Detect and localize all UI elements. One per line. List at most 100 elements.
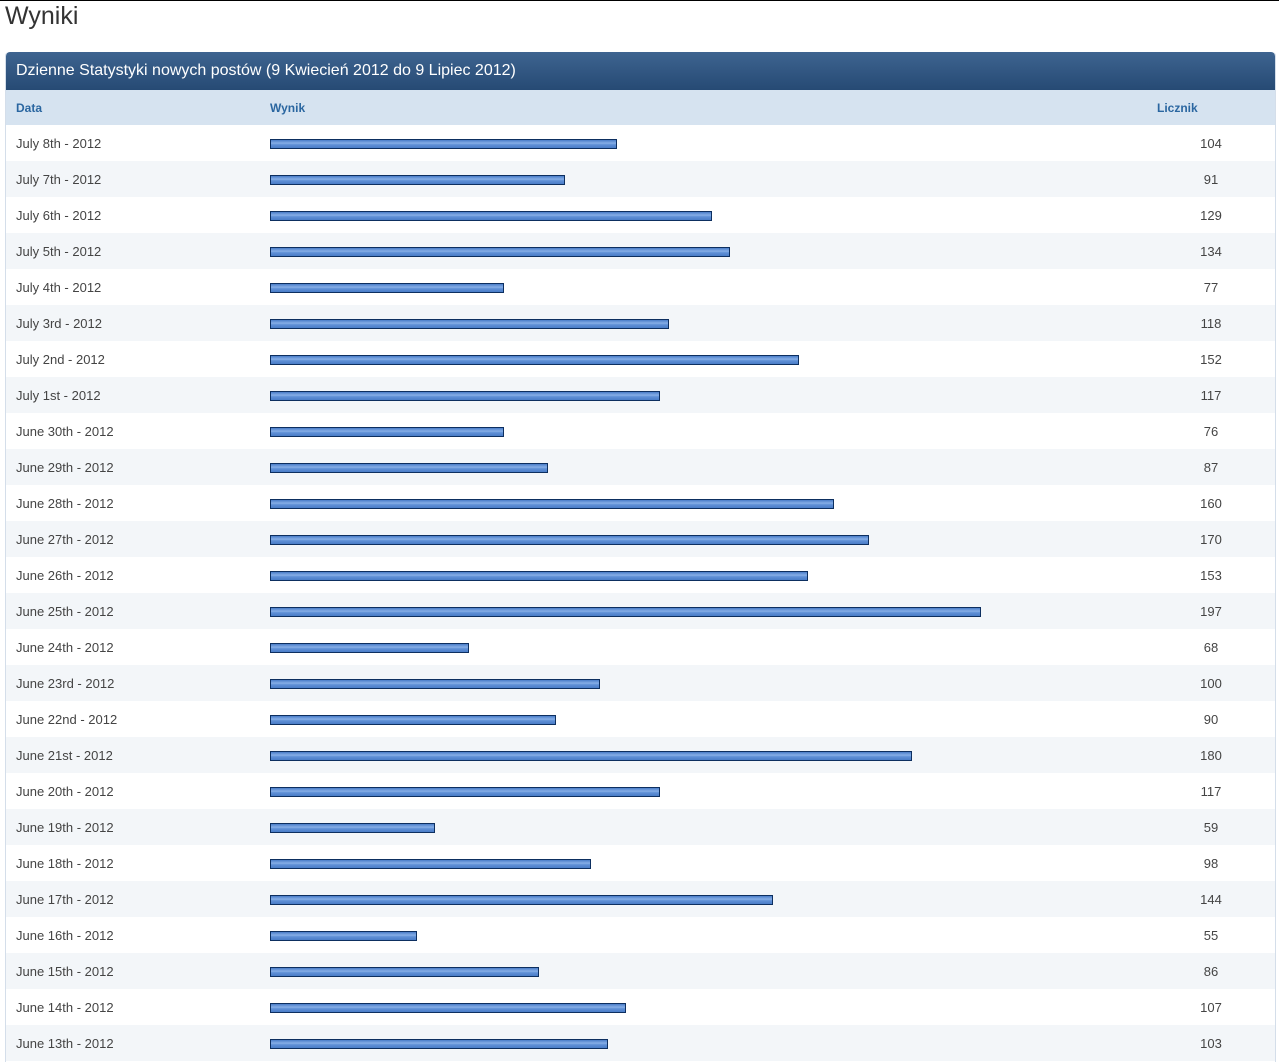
- row-date: June 16th - 2012: [16, 928, 114, 943]
- result-bar: [270, 787, 660, 797]
- result-bar: [270, 355, 799, 365]
- result-bar: [270, 283, 504, 293]
- table-row: June 30th - 2012 76: [6, 413, 1275, 449]
- row-count: 197: [1200, 604, 1222, 619]
- row-date: July 4th - 2012: [16, 280, 102, 295]
- row-count: 76: [1203, 424, 1219, 439]
- row-date: June 15th - 2012: [16, 964, 114, 979]
- column-headers: Data Wynik Licznik: [6, 90, 1275, 125]
- row-count: 107: [1200, 1000, 1222, 1015]
- column-header-date: Data: [16, 101, 43, 115]
- row-count: 55: [1203, 928, 1219, 943]
- row-count: 134: [1200, 244, 1222, 259]
- table-row: June 26th - 2012 153: [6, 557, 1275, 593]
- row-count: 170: [1200, 532, 1222, 547]
- table-row: June 17th - 2012 144: [6, 881, 1275, 917]
- result-bar: [270, 715, 556, 725]
- table-row: July 1st - 2012 117: [6, 377, 1275, 413]
- top-border: [0, 0, 1279, 1]
- row-count: 160: [1200, 496, 1222, 511]
- stats-rows: July 8th - 2012 104 July 7th - 2012 91 July …: [6, 125, 1275, 1061]
- page-title: Wyniki: [5, 2, 79, 30]
- row-date: July 6th - 2012: [16, 208, 102, 223]
- result-bar: [270, 319, 669, 329]
- table-row: June 27th - 2012 170: [6, 521, 1275, 557]
- row-date: June 23rd - 2012: [16, 676, 115, 691]
- row-count: 152: [1200, 352, 1222, 367]
- row-count: 103: [1200, 1036, 1222, 1051]
- result-bar: [270, 427, 504, 437]
- row-date: June 19th - 2012: [16, 820, 114, 835]
- table-row: June 25th - 2012 197: [6, 593, 1275, 629]
- row-count: 117: [1200, 784, 1222, 799]
- result-bar: [270, 895, 773, 905]
- table-row: June 19th - 2012 59: [6, 809, 1275, 845]
- table-row: July 4th - 2012 77: [6, 269, 1275, 305]
- row-date: July 5th - 2012: [16, 244, 102, 259]
- row-count: 144: [1200, 892, 1222, 907]
- row-count: 59: [1203, 820, 1219, 835]
- result-bar: [270, 175, 565, 185]
- table-row: June 16th - 2012 55: [6, 917, 1275, 953]
- row-count: 118: [1200, 316, 1222, 331]
- row-date: June 22nd - 2012: [16, 712, 118, 727]
- row-count: 90: [1203, 712, 1219, 727]
- table-row: June 28th - 2012 160: [6, 485, 1275, 521]
- result-bar: [270, 967, 539, 977]
- row-date: June 18th - 2012: [16, 856, 114, 871]
- table-row: June 14th - 2012 107: [6, 989, 1275, 1025]
- row-count: 129: [1200, 208, 1222, 223]
- row-date: June 14th - 2012: [16, 1000, 114, 1015]
- row-count: 86: [1203, 964, 1219, 979]
- row-date: June 24th - 2012: [16, 640, 114, 655]
- table-row: June 22nd - 2012 90: [6, 701, 1275, 737]
- row-date: June 28th - 2012: [16, 496, 114, 511]
- row-date: June 20th - 2012: [16, 784, 114, 799]
- row-count: 117: [1200, 388, 1222, 403]
- column-header-count: Licznik: [1157, 101, 1198, 115]
- row-count: 153: [1200, 568, 1222, 583]
- table-row: June 18th - 2012 98: [6, 845, 1275, 881]
- table-row: June 29th - 2012 87: [6, 449, 1275, 485]
- result-bar: [270, 391, 660, 401]
- row-count: 87: [1203, 460, 1219, 475]
- row-date: June 29th - 2012: [16, 460, 114, 475]
- result-bar: [270, 535, 869, 545]
- table-row: July 8th - 2012 104: [6, 125, 1275, 161]
- result-bar: [270, 751, 912, 761]
- row-count: 91: [1203, 172, 1219, 187]
- result-bar: [270, 463, 548, 473]
- result-bar: [270, 211, 712, 221]
- row-date: June 27th - 2012: [16, 532, 114, 547]
- table-row: June 21st - 2012 180: [6, 737, 1275, 773]
- result-bar: [270, 571, 808, 581]
- result-bar: [270, 643, 469, 653]
- table-row: July 3rd - 2012 118: [6, 305, 1275, 341]
- table-row: June 13th - 2012 103: [6, 1025, 1275, 1061]
- row-date: June 30th - 2012: [16, 424, 114, 439]
- result-bar: [270, 859, 591, 869]
- table-row: July 2nd - 2012 152: [6, 341, 1275, 377]
- result-bar: [270, 823, 435, 833]
- row-date: July 2nd - 2012: [16, 352, 105, 367]
- row-date: June 13th - 2012: [16, 1036, 114, 1051]
- result-bar: [270, 679, 600, 689]
- table-row: July 7th - 2012 91: [6, 161, 1275, 197]
- table-row: June 24th - 2012 68: [6, 629, 1275, 665]
- row-date: July 8th - 2012: [16, 136, 102, 151]
- row-date: June 25th - 2012: [16, 604, 114, 619]
- row-date: July 7th - 2012: [16, 172, 102, 187]
- row-date: June 21st - 2012: [16, 748, 113, 763]
- row-date: July 1st - 2012: [16, 388, 101, 403]
- row-count: 100: [1200, 676, 1222, 691]
- row-date: June 26th - 2012: [16, 568, 114, 583]
- result-bar: [270, 139, 617, 149]
- table-row: July 6th - 2012 129: [6, 197, 1275, 233]
- row-count: 68: [1203, 640, 1219, 655]
- row-date: July 3rd - 2012: [16, 316, 102, 331]
- table-row: July 5th - 2012 134: [6, 233, 1275, 269]
- result-bar: [270, 931, 417, 941]
- result-bar: [270, 1039, 608, 1049]
- result-bar: [270, 1003, 626, 1013]
- row-count: 98: [1203, 856, 1219, 871]
